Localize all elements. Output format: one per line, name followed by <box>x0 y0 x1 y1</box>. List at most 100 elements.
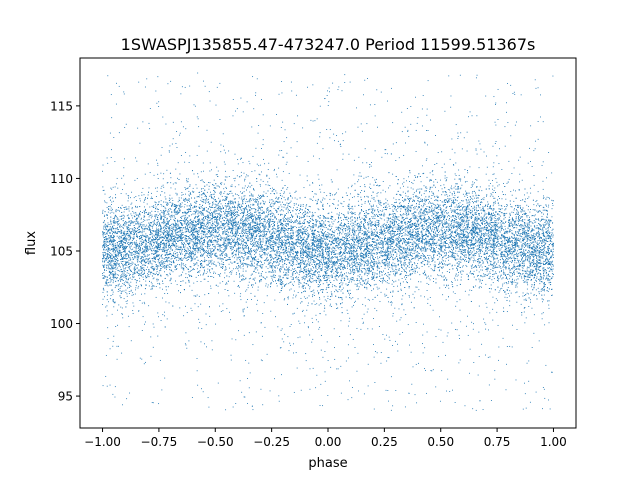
data-point <box>104 269 105 270</box>
data-point <box>527 276 528 278</box>
data-point <box>462 265 464 267</box>
data-point <box>158 265 160 267</box>
data-point <box>210 195 212 197</box>
data-point <box>529 228 530 230</box>
data-point <box>326 269 328 271</box>
data-point <box>250 254 252 256</box>
data-point <box>324 305 325 307</box>
data-point <box>122 257 124 259</box>
data-point <box>355 266 356 268</box>
data-point <box>143 269 144 271</box>
data-point <box>165 232 167 234</box>
data-point <box>417 188 419 190</box>
data-point <box>303 250 305 252</box>
data-point <box>174 269 176 271</box>
data-point <box>522 214 523 215</box>
data-point <box>152 236 154 238</box>
data-point <box>471 224 473 226</box>
data-point <box>117 290 119 292</box>
data-point <box>525 259 527 261</box>
data-point <box>124 249 126 251</box>
data-point <box>396 271 398 273</box>
data-point <box>514 227 516 228</box>
data-point <box>141 222 143 224</box>
data-point <box>400 252 402 254</box>
data-point <box>448 229 450 231</box>
data-point <box>319 221 321 222</box>
data-point <box>148 216 150 218</box>
data-point <box>423 248 425 250</box>
data-point <box>180 267 182 269</box>
data-point <box>238 227 240 229</box>
data-point <box>552 203 553 204</box>
data-point <box>311 255 313 257</box>
data-point <box>180 247 182 249</box>
data-point <box>323 217 325 219</box>
data-point <box>439 215 441 217</box>
data-point <box>516 214 518 215</box>
data-point <box>454 199 456 201</box>
data-point <box>110 242 112 244</box>
data-point <box>438 264 440 266</box>
data-point <box>357 240 358 242</box>
data-point <box>226 229 228 231</box>
data-point <box>255 230 257 232</box>
data-point <box>276 210 278 212</box>
data-point <box>420 218 422 219</box>
data-point <box>180 253 181 255</box>
data-point <box>444 191 446 192</box>
data-point <box>358 268 360 269</box>
data-point <box>358 286 360 288</box>
data-point <box>187 250 189 252</box>
data-point <box>315 264 317 266</box>
data-point <box>406 248 408 250</box>
data-point <box>434 242 436 244</box>
data-point <box>424 243 426 245</box>
data-point <box>414 263 416 265</box>
data-point <box>189 235 191 237</box>
data-point <box>436 233 438 235</box>
data-point <box>202 231 204 233</box>
data-point <box>104 275 105 277</box>
data-point <box>393 240 395 242</box>
data-point <box>245 223 247 225</box>
data-point <box>382 189 384 191</box>
data-point <box>530 265 532 267</box>
data-point <box>350 213 352 215</box>
data-point <box>155 234 157 235</box>
data-point <box>539 283 541 285</box>
data-point <box>275 196 277 198</box>
data-point <box>444 200 446 202</box>
data-point <box>255 237 257 239</box>
data-point <box>349 264 351 266</box>
data-point <box>494 228 496 230</box>
data-point <box>121 313 123 315</box>
data-point <box>464 195 466 197</box>
data-point <box>383 207 384 208</box>
data-point <box>547 223 549 225</box>
data-point <box>109 240 111 242</box>
data-point <box>187 268 189 270</box>
data-point <box>271 202 273 204</box>
data-point <box>436 200 438 202</box>
data-point <box>219 244 221 246</box>
data-point <box>517 211 519 213</box>
data-point <box>161 240 163 242</box>
data-point <box>139 229 140 230</box>
data-point <box>358 255 359 257</box>
data-point <box>459 259 461 261</box>
data-point <box>446 271 448 272</box>
data-point <box>215 234 217 236</box>
data-point <box>322 215 324 216</box>
data-point <box>292 245 294 247</box>
data-point <box>517 245 519 247</box>
data-point <box>302 256 303 258</box>
data-point <box>287 270 289 272</box>
data-point <box>488 241 490 243</box>
data-point <box>332 194 333 196</box>
data-point <box>459 242 461 244</box>
data-point <box>138 285 140 287</box>
data-point <box>460 241 462 243</box>
data-point <box>434 211 436 213</box>
data-point <box>420 218 422 220</box>
